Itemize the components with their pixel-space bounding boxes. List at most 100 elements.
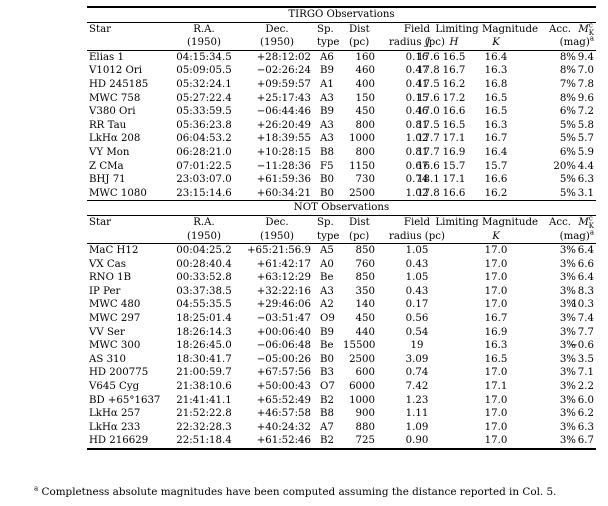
- cell-jmag: 17.6: [417, 92, 440, 104]
- table-row: V1012 Ori 05:09:05.5 −02:26:24 B9 460 0.47 17.…: [87, 64, 596, 78]
- cell-dist: 6000: [349, 381, 375, 393]
- cell-mk: 6.4: [577, 245, 594, 257]
- cell-dec: +63:12:29: [256, 272, 311, 284]
- cell-mk: 6.0: [577, 394, 594, 406]
- cell-jmag: 17.6: [417, 51, 440, 63]
- cell-mk: 4.4: [577, 160, 594, 172]
- header-ra-year: (1950): [187, 37, 221, 49]
- cell-dec: +10:28:15: [256, 146, 311, 158]
- cell-ra: 07:01:22.5: [176, 160, 232, 172]
- cell-ra: 06:04:53.2: [176, 133, 232, 145]
- cell-star: V380 Ori: [89, 106, 136, 118]
- cell-field-radius: 1.05: [405, 272, 429, 284]
- cell-jmag: 17.0: [417, 106, 440, 118]
- cell-mk: 6.3: [577, 421, 594, 433]
- cell-jmag: 17.5: [417, 119, 440, 131]
- cell-mk: −0.6: [569, 340, 594, 352]
- cell-hmag: 17.1: [442, 133, 466, 145]
- cell-dist: 1150: [349, 160, 375, 172]
- cell-star: VY Mon: [89, 146, 130, 158]
- cell-sptype: B8: [320, 408, 334, 420]
- cell-acc: 6%: [559, 146, 576, 158]
- cell-dist: 1000: [349, 133, 375, 145]
- cell-dec: −11:28:36: [256, 160, 311, 172]
- cell-star: IP Per: [89, 285, 121, 297]
- cell-star: RNO 1B: [89, 272, 132, 284]
- cell-star: Z CMa: [89, 160, 124, 172]
- cell-hmag: 16.2: [442, 78, 466, 90]
- header-k: K: [492, 37, 500, 49]
- cell-mk: 8.3: [577, 285, 594, 297]
- cell-field-radius: 0.43: [405, 258, 429, 270]
- cell-field-radius: 1.02: [405, 187, 429, 199]
- cell-ra: 00:28:40.4: [176, 258, 232, 270]
- cell-acc: 5%: [559, 187, 576, 199]
- cell-acc: 20%: [553, 160, 576, 172]
- cell-ra: 18:25:01.4: [176, 313, 232, 325]
- cell-star: MWC 758: [89, 92, 141, 104]
- cell-hmag: 16.6: [442, 187, 466, 199]
- cell-dec: +50:00:43: [256, 381, 311, 393]
- cell-acc: 3%: [559, 353, 576, 365]
- cell-dist: 450: [355, 313, 375, 325]
- cell-kmag: 16.3: [484, 119, 508, 131]
- cell-kmag: 17.0: [484, 299, 508, 311]
- cell-dist: 725: [355, 435, 375, 447]
- cell-sptype: B8: [320, 146, 334, 158]
- cell-kmag: 17.1: [484, 381, 508, 393]
- table-row: VY Mon 06:28:21.0 +10:28:15 B8 800 0.81 17.7 16…: [87, 146, 596, 160]
- table-row: LkHα 257 21:52:22.8 +46:57:58 B8 900 1.11 17.0…: [87, 407, 596, 421]
- cell-dist: 760: [355, 258, 375, 270]
- cell-sptype: O7: [320, 381, 335, 393]
- cell-hmag: 16.9: [442, 146, 466, 158]
- cell-sptype: Be: [320, 340, 334, 352]
- header-sp: Sp.: [317, 23, 334, 35]
- cell-star: MWC 480: [89, 299, 141, 311]
- cell-field-radius: 1.02: [405, 133, 429, 145]
- cell-acc: 3%: [559, 326, 576, 338]
- cell-ra: 06:28:21.0: [176, 146, 232, 158]
- cell-mk: 9.4: [577, 51, 594, 63]
- cell-acc: 3%: [559, 285, 576, 297]
- table-row: MWC 297 18:25:01.4 −03:51:47 O9 450 0.56 16.7 3…: [87, 312, 596, 326]
- table-row: MWC 758 05:27:22.4 +25:17:43 A3 150 0.15 17.6 1…: [87, 92, 596, 106]
- header-mk-unit: (mag)a: [559, 34, 594, 49]
- cell-acc: 3%: [559, 299, 576, 311]
- cell-dec: +18:39:55: [256, 133, 311, 145]
- cell-dist: 2500: [349, 353, 375, 365]
- cell-dist: 800: [355, 119, 375, 131]
- cell-sptype: A3: [320, 92, 334, 104]
- cell-field-radius: 1.05: [405, 245, 429, 257]
- cell-dec: +09:59:57: [256, 78, 311, 90]
- not-header-row-2: (1950) (1950) type (pc) radius (pc) K (m…: [87, 229, 596, 244]
- cell-mk: 5.7: [577, 133, 594, 145]
- header-limiting-magnitude: Limiting Magnitude: [435, 216, 538, 228]
- cell-star: MWC 1080: [89, 187, 147, 199]
- cell-dist: 600: [355, 367, 375, 379]
- header-sp-type: type: [317, 37, 340, 49]
- table-row: HD 245185 05:32:24.1 +09:59:57 A1 400 0.41 17.…: [87, 78, 596, 92]
- header-dist: Dist: [349, 23, 370, 35]
- cell-ra: 05:32:24.1: [176, 78, 232, 90]
- cell-dist: 900: [355, 408, 375, 420]
- cell-ra: 22:32:28.3: [176, 421, 232, 433]
- cell-dist: 2500: [349, 187, 375, 199]
- cell-hmag: 16.6: [442, 106, 466, 118]
- cell-kmag: 16.7: [484, 133, 508, 145]
- header-acc: Acc.: [549, 23, 572, 35]
- table-row: Elias 1 04:15:34.5 +28:12:02 A6 160 0.16 17.6 1…: [87, 51, 596, 65]
- table-row: MaC H12 00:04:25.2 +65:21:56.9 A5 850 1.05 17.…: [87, 244, 596, 258]
- cell-sptype: A1: [320, 78, 334, 90]
- cell-star: AS 310: [89, 353, 127, 365]
- header-field-radius: radius (pc): [389, 230, 445, 242]
- cell-star: VX Cas: [89, 258, 126, 270]
- cell-dec: −05:00:26: [256, 353, 311, 365]
- cell-mk: 7.8: [577, 78, 594, 90]
- cell-mk: 6.7: [577, 435, 594, 447]
- cell-ra: 18:26:14.3: [176, 326, 232, 338]
- table-row: IP Per 03:37:38.5 +32:22:16 A3 350 0.43 17.0 3%…: [87, 285, 596, 299]
- not-header-row-1: Star R.A. Dec. Sp. Dist Field Limiting M…: [87, 215, 596, 230]
- cell-jmag: 17.8: [417, 187, 440, 199]
- cell-dec: +65:52:49: [256, 394, 311, 406]
- table-row: V645 Cyg 21:38:10.6 +50:00:43 O7 6000 7.42 17.…: [87, 380, 596, 394]
